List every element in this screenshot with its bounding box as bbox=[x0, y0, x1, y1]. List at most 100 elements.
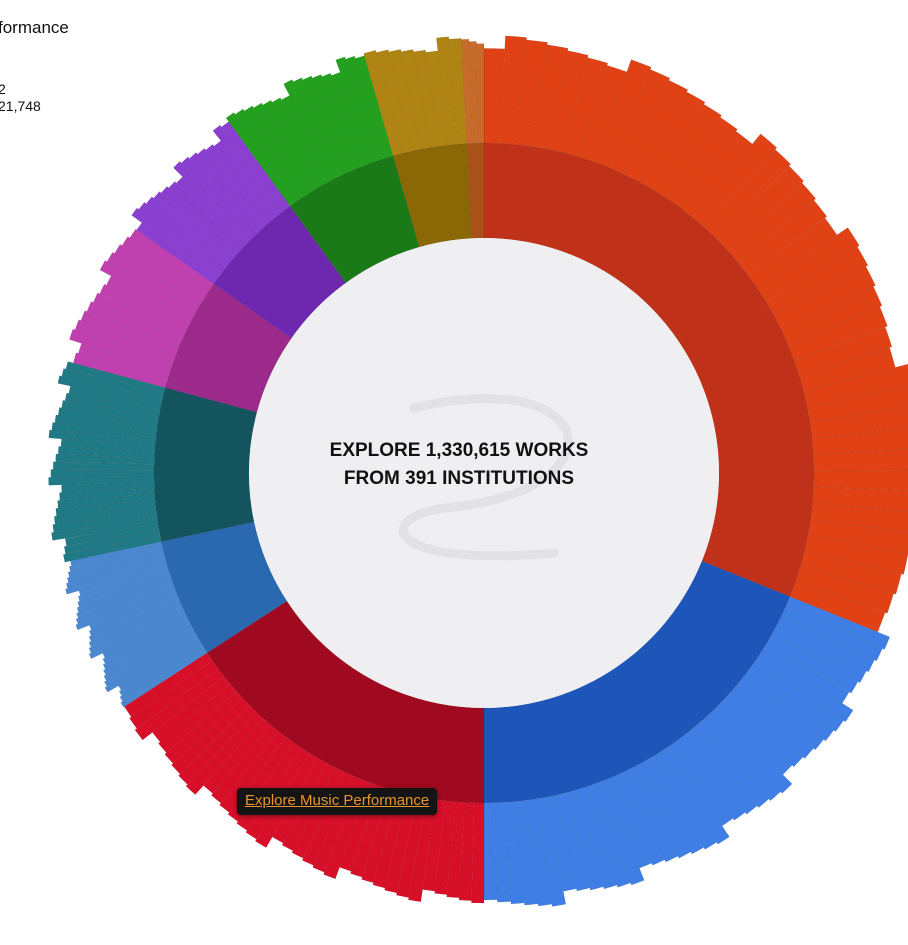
outer-segment-0-27[interactable] bbox=[803, 363, 908, 407]
outer-segment-1-15[interactable] bbox=[693, 721, 770, 808]
outer-segment-1-25[interactable] bbox=[604, 775, 652, 869]
outer-segment-3-20[interactable] bbox=[76, 576, 173, 613]
outer-segment-3-14[interactable] bbox=[88, 599, 181, 642]
outer-segment-0-7[interactable] bbox=[594, 59, 652, 169]
outer-segment-0-39[interactable] bbox=[789, 581, 886, 633]
outer-segment-8-0[interactable] bbox=[363, 49, 403, 157]
outer-segment-1-33[interactable] bbox=[524, 798, 553, 907]
outer-segment-0-10[interactable] bbox=[638, 91, 706, 190]
outer-segment-6-8[interactable] bbox=[173, 161, 254, 242]
outer-segment-2-28[interactable] bbox=[164, 690, 244, 764]
outer-segment-1-13[interactable] bbox=[708, 707, 793, 794]
center-disc[interactable] bbox=[249, 238, 719, 708]
outer-segment-4-23[interactable] bbox=[57, 375, 163, 406]
outer-segment-1-9[interactable] bbox=[736, 676, 824, 751]
outer-segment-0-20[interactable] bbox=[757, 227, 860, 303]
outer-segment-0-6[interactable] bbox=[579, 65, 628, 163]
outer-segment-2-25[interactable] bbox=[185, 711, 264, 795]
outer-segment-1-36[interactable] bbox=[494, 802, 512, 903]
outer-segment-1-23[interactable] bbox=[623, 767, 679, 863]
outer-segment-3-5[interactable] bbox=[104, 631, 198, 687]
outer-segment-5-7[interactable] bbox=[99, 283, 189, 334]
outer-segment-4-17[interactable] bbox=[51, 422, 157, 441]
outer-segment-8-3[interactable] bbox=[400, 49, 430, 150]
outer-segment-3-24[interactable] bbox=[65, 560, 168, 595]
outer-segment-0-30[interactable] bbox=[811, 428, 908, 455]
outer-segment-1-26[interactable] bbox=[594, 779, 645, 886]
outer-segment-4-25[interactable] bbox=[65, 361, 166, 394]
outer-segment-4-24[interactable] bbox=[61, 368, 164, 400]
outer-segment-4-12[interactable] bbox=[52, 461, 155, 471]
outer-segment-1-19[interactable] bbox=[659, 746, 730, 845]
outer-segment-3-18[interactable] bbox=[75, 583, 175, 625]
outer-segment-4-11[interactable] bbox=[50, 469, 155, 478]
outer-segment-7-1[interactable] bbox=[234, 108, 303, 203]
outer-segment-1-10[interactable] bbox=[730, 684, 814, 759]
outer-segment-3-26[interactable] bbox=[66, 553, 166, 584]
outer-segment-7-10[interactable] bbox=[312, 74, 360, 171]
outer-segment-2-33[interactable] bbox=[124, 652, 213, 718]
outer-segment-0-25[interactable] bbox=[793, 326, 893, 376]
outer-segment-5-6[interactable] bbox=[92, 292, 186, 342]
outer-segment-7-2[interactable] bbox=[244, 105, 309, 199]
outer-segment-3-12[interactable] bbox=[88, 606, 185, 654]
outer-segment-3-9[interactable] bbox=[102, 617, 190, 664]
outer-segment-1-24[interactable] bbox=[614, 771, 666, 866]
outer-segment-3-6[interactable] bbox=[103, 628, 196, 681]
outer-segment-5-13[interactable] bbox=[129, 228, 214, 291]
outer-segment-7-3[interactable] bbox=[253, 102, 315, 195]
outer-segment-3-2[interactable] bbox=[118, 642, 204, 697]
outer-segment-8-7[interactable] bbox=[448, 38, 467, 145]
outer-segment-6-14[interactable] bbox=[212, 124, 285, 215]
outer-segment-0-34[interactable] bbox=[810, 502, 908, 534]
outer-segment-2-29[interactable] bbox=[158, 683, 237, 754]
outer-segment-0-12[interactable] bbox=[666, 117, 738, 208]
outer-segment-3-29[interactable] bbox=[70, 541, 163, 567]
outer-segment-4-2[interactable] bbox=[64, 523, 160, 547]
outer-segment-1-18[interactable] bbox=[668, 740, 734, 827]
outer-segment-4-1[interactable] bbox=[63, 529, 161, 555]
outer-segment-0-17[interactable] bbox=[727, 182, 817, 263]
outer-segment-4-9[interactable] bbox=[61, 482, 155, 493]
outer-segment-4-7[interactable] bbox=[57, 494, 156, 509]
outer-segment-5-2[interactable] bbox=[69, 328, 173, 373]
outer-segment-4-10[interactable] bbox=[48, 476, 155, 486]
outer-segment-6-11[interactable] bbox=[197, 148, 269, 228]
explore-music-performance-link[interactable]: Explore Music Performance bbox=[245, 792, 430, 809]
outer-segment-2-26[interactable] bbox=[178, 704, 257, 785]
outer-segment-2-22[interactable] bbox=[219, 730, 287, 813]
outer-segment-4-4[interactable] bbox=[52, 511, 158, 533]
outer-segment-1-32[interactable] bbox=[535, 796, 566, 907]
outer-segment-7-12[interactable] bbox=[331, 72, 373, 166]
outer-segment-3-15[interactable] bbox=[88, 595, 180, 636]
center-label[interactable]: EXPLORE 1,330,615 WORKS FROM 391 INSTITU… bbox=[240, 437, 678, 493]
outer-segment-3-22[interactable] bbox=[78, 568, 170, 602]
outer-segment-5-3[interactable] bbox=[74, 319, 176, 365]
outer-segment-4-19[interactable] bbox=[58, 407, 159, 429]
outer-segment-6-7[interactable] bbox=[176, 176, 249, 247]
outer-segment-0-15[interactable] bbox=[704, 149, 791, 240]
outer-segment-0-24[interactable] bbox=[787, 306, 888, 361]
outer-segment-6-13[interactable] bbox=[213, 140, 280, 219]
outer-segment-0-0[interactable] bbox=[483, 48, 505, 144]
outer-segment-0-5[interactable] bbox=[563, 57, 608, 158]
outer-segment-0-1[interactable] bbox=[499, 35, 527, 145]
outer-segment-0-16[interactable] bbox=[716, 165, 804, 251]
outer-segment-6-6[interactable] bbox=[168, 181, 245, 252]
outer-segment-9-2[interactable] bbox=[476, 43, 485, 144]
outer-segment-0-2[interactable] bbox=[515, 39, 548, 147]
outer-segment-7-14[interactable] bbox=[345, 55, 387, 161]
outer-segment-4-16[interactable] bbox=[48, 429, 156, 447]
outer-segment-0-3[interactable] bbox=[531, 44, 569, 150]
outer-segment-2-30[interactable] bbox=[152, 676, 231, 743]
outer-segment-5-5[interactable] bbox=[86, 301, 182, 349]
outer-segment-5-12[interactable] bbox=[121, 236, 210, 298]
outer-segment-2-24[interactable] bbox=[203, 718, 272, 794]
outer-segment-6-2[interactable] bbox=[138, 201, 227, 273]
outer-segment-3-19[interactable] bbox=[76, 580, 174, 619]
outer-segment-0-11[interactable] bbox=[652, 103, 722, 199]
outer-segment-7-0[interactable] bbox=[225, 112, 297, 207]
outer-segment-9-0[interactable] bbox=[461, 38, 473, 144]
outer-segment-2-23[interactable] bbox=[211, 724, 279, 804]
outer-segment-6-3[interactable] bbox=[145, 196, 231, 268]
